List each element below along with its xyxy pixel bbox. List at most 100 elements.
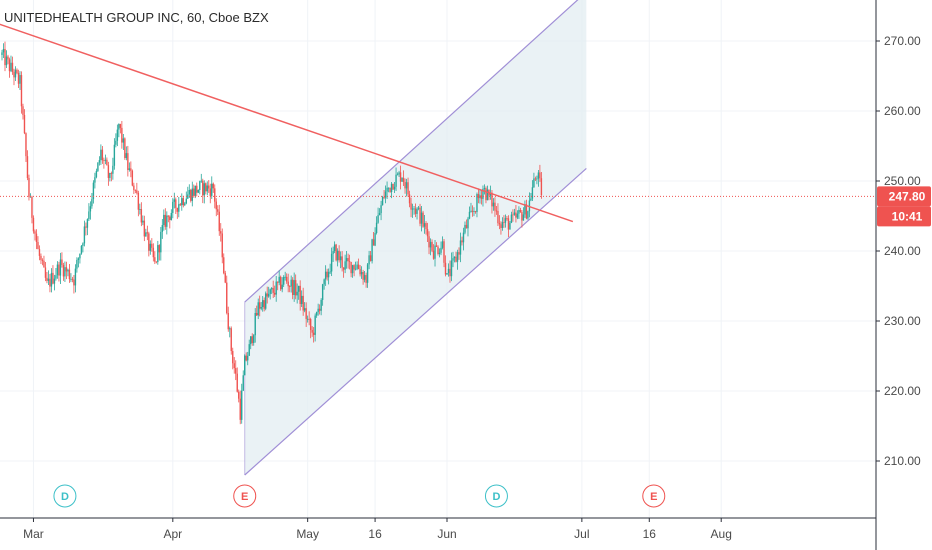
candle-body — [477, 194, 480, 199]
candle-body — [410, 203, 412, 210]
candle-body — [362, 271, 364, 280]
candle-body — [109, 173, 111, 178]
candle-body — [309, 319, 312, 330]
candle-body — [287, 281, 289, 287]
candle-body — [167, 215, 170, 217]
dividend-event-letter: D — [492, 491, 500, 503]
candle-body — [336, 250, 339, 261]
candle-body — [205, 183, 207, 192]
candle-body — [127, 153, 129, 170]
candle-body — [130, 168, 132, 171]
dividend-event-letter: D — [61, 491, 69, 503]
candle-body — [8, 59, 11, 72]
candle-body — [423, 223, 426, 227]
candle-body — [208, 185, 210, 189]
candle-body — [160, 231, 162, 253]
candle-body — [214, 188, 216, 202]
candle-body — [288, 286, 291, 287]
candle-body — [137, 192, 140, 210]
candle-body — [170, 212, 173, 221]
x-tick-label: Jun — [437, 527, 456, 541]
candle-body — [179, 204, 182, 206]
candle-body — [531, 187, 534, 199]
candle-body — [485, 188, 487, 201]
trend-line[interactable] — [0, 23, 574, 223]
candle-body — [284, 276, 286, 278]
x-tick-label: 16 — [368, 527, 382, 541]
candle-body — [139, 209, 141, 210]
dividend-event-marker[interactable] — [484, 484, 508, 508]
candle-body — [290, 279, 292, 287]
candle-body — [22, 106, 24, 115]
candle-body — [2, 49, 5, 53]
candle-body — [540, 178, 543, 196]
x-tick-label: May — [296, 527, 319, 541]
candle-body — [306, 318, 309, 320]
channel-lower-line[interactable] — [244, 167, 587, 476]
candle-body — [4, 49, 6, 66]
candle-body — [458, 252, 460, 255]
candle-body — [492, 202, 495, 207]
candle-body — [190, 190, 192, 201]
candle-body — [119, 123, 122, 128]
candle-body — [104, 159, 107, 161]
candle-body — [175, 199, 177, 208]
resistance-trend-line[interactable] — [0, 23, 574, 223]
earnings-event-marker[interactable] — [642, 484, 666, 508]
candle-body — [431, 241, 433, 251]
candle-body — [473, 211, 475, 212]
candle-body — [128, 168, 131, 170]
candle-body — [314, 315, 316, 335]
dividend-event-marker[interactable] — [53, 484, 77, 508]
candle-body — [221, 233, 223, 258]
candle-body — [468, 211, 471, 219]
axes — [0, 0, 877, 550]
candle-body — [52, 272, 54, 284]
candle-body — [143, 220, 146, 237]
candle-body — [133, 185, 135, 190]
candle-body — [152, 247, 155, 258]
channel-upper-line[interactable] — [244, 0, 587, 303]
candle-body — [161, 225, 164, 232]
candle-body — [512, 214, 514, 216]
candle-body — [97, 162, 99, 171]
candle-body — [363, 275, 366, 280]
candle-body — [187, 194, 189, 199]
candle-body — [49, 278, 51, 287]
candle-body — [467, 218, 469, 229]
candle-body — [19, 75, 21, 84]
candle-body — [142, 220, 144, 223]
candle-body — [1, 52, 3, 55]
candle-body — [113, 144, 116, 166]
candle-body — [50, 272, 53, 287]
x-tick-label: Mar — [23, 527, 44, 541]
candle-body — [411, 208, 414, 210]
candle-body — [115, 140, 117, 145]
candle-body — [163, 214, 165, 226]
earnings-event-marker[interactable] — [233, 484, 257, 508]
candle-body — [182, 198, 184, 206]
candle-body — [164, 214, 167, 227]
candle-body — [495, 210, 498, 212]
candle-body — [173, 199, 176, 202]
candle-body — [64, 267, 66, 277]
candle-body — [455, 256, 457, 262]
candle-body — [166, 215, 168, 227]
candle-body — [398, 172, 400, 175]
candle-body — [312, 332, 315, 335]
y-axis-ticks: 210.00 220.00 230.00 240.00 250.00 260.00 270.… — [876, 34, 921, 468]
candle-body — [257, 302, 259, 316]
candle-body — [71, 278, 74, 280]
candle-body — [196, 185, 198, 193]
candle-body — [476, 194, 478, 213]
candle-body — [46, 277, 48, 281]
candle-body — [440, 247, 442, 253]
candle-body — [218, 211, 220, 232]
candle-body — [14, 69, 17, 78]
parallel-channel[interactable] — [244, 0, 587, 476]
candle-body — [291, 279, 294, 296]
candle-body — [229, 328, 231, 330]
candle-body — [58, 264, 60, 276]
candle-body — [259, 302, 261, 309]
